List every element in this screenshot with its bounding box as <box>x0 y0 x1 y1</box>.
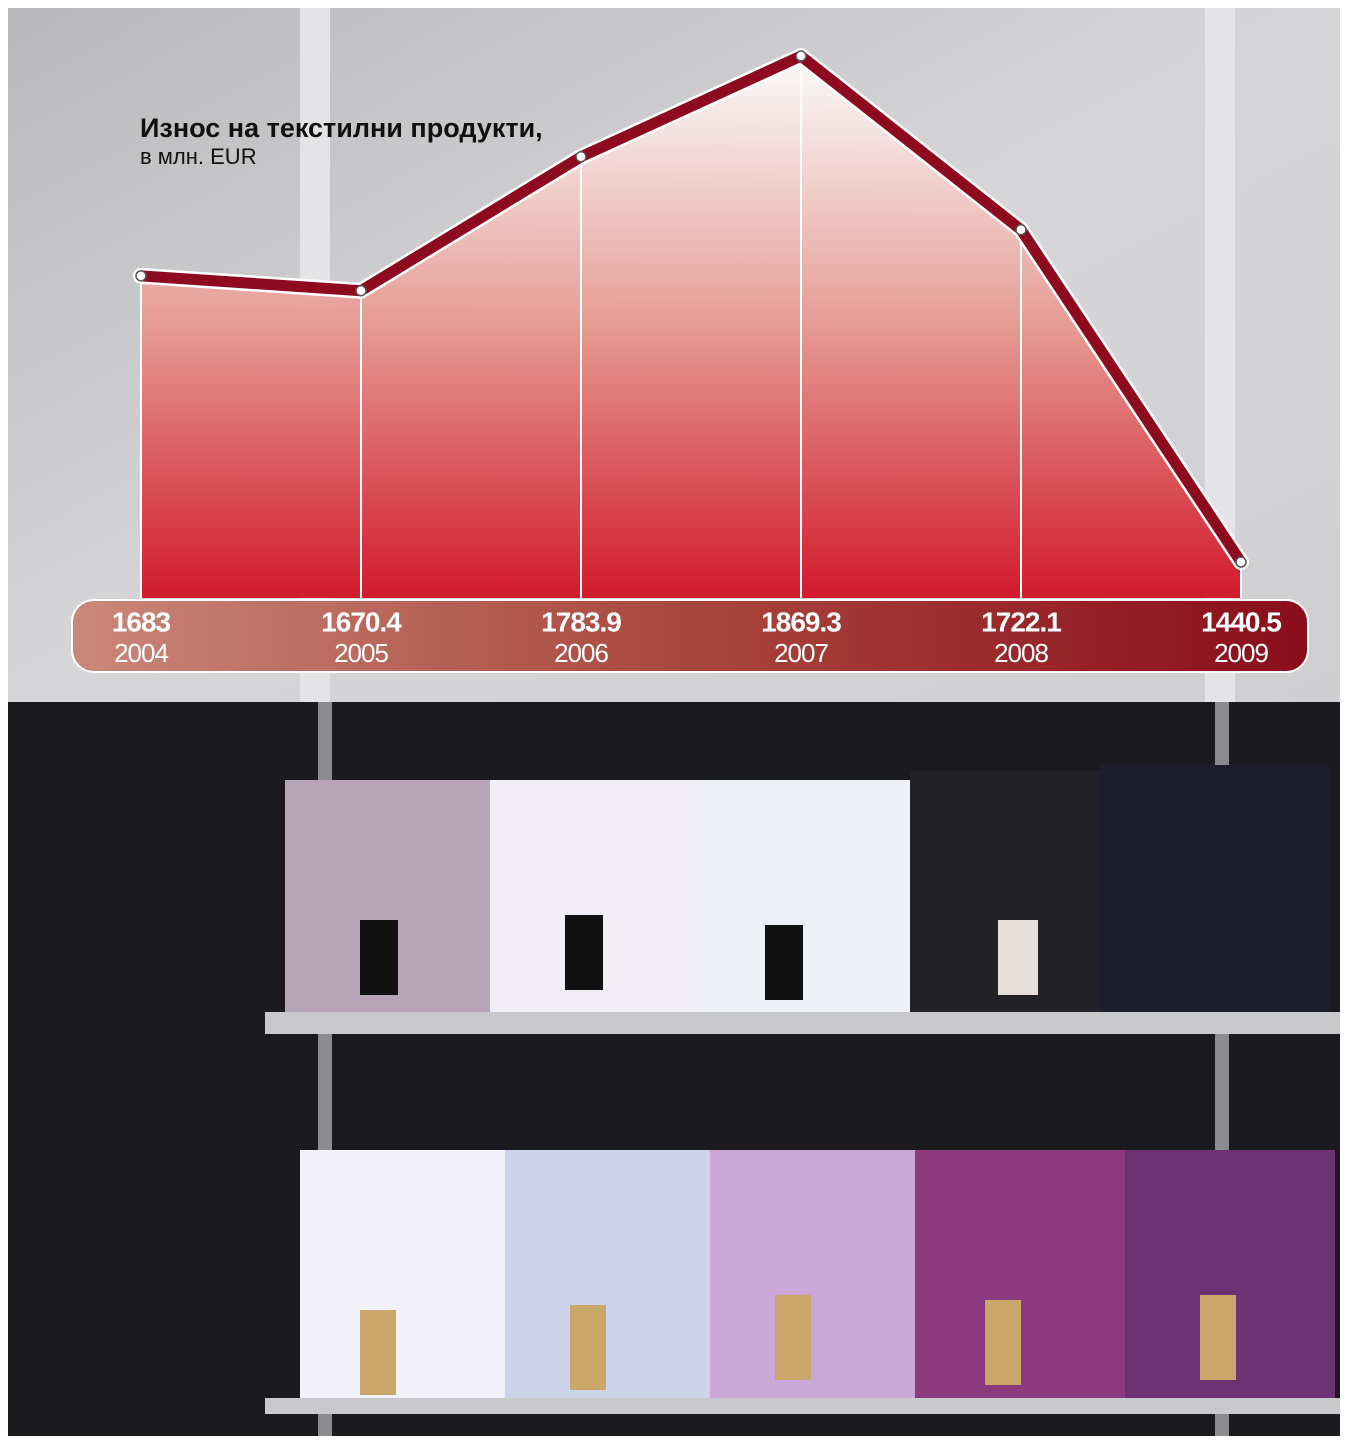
value-label: 1783.9 <box>541 606 621 637</box>
value-label: 1683 <box>112 606 171 637</box>
point <box>795 50 807 62</box>
point <box>355 284 367 297</box>
point <box>575 151 587 163</box>
point <box>1235 556 1247 568</box>
x-tick-label: 2008 <box>994 638 1048 668</box>
chart-subtitle: в млн. EUR <box>140 144 257 169</box>
value-label: 1722.1 <box>981 606 1061 637</box>
value-label: 1440.5 <box>1201 606 1281 637</box>
x-tick-label: 2004 <box>114 638 168 668</box>
point <box>135 270 147 282</box>
x-tick-label: 2009 <box>1214 638 1268 668</box>
x-tick-label: 2006 <box>554 638 608 668</box>
value-label: 1869.3 <box>761 606 841 637</box>
value-label: 1670.4 <box>321 606 402 637</box>
x-tick-label: 2007 <box>774 638 828 668</box>
chart-title: Износ на текстилни продукти, <box>140 113 543 143</box>
line <box>135 50 1247 568</box>
point <box>1015 223 1027 236</box>
label-bar <box>71 599 1309 673</box>
x-tick-label: 2005 <box>334 638 388 668</box>
